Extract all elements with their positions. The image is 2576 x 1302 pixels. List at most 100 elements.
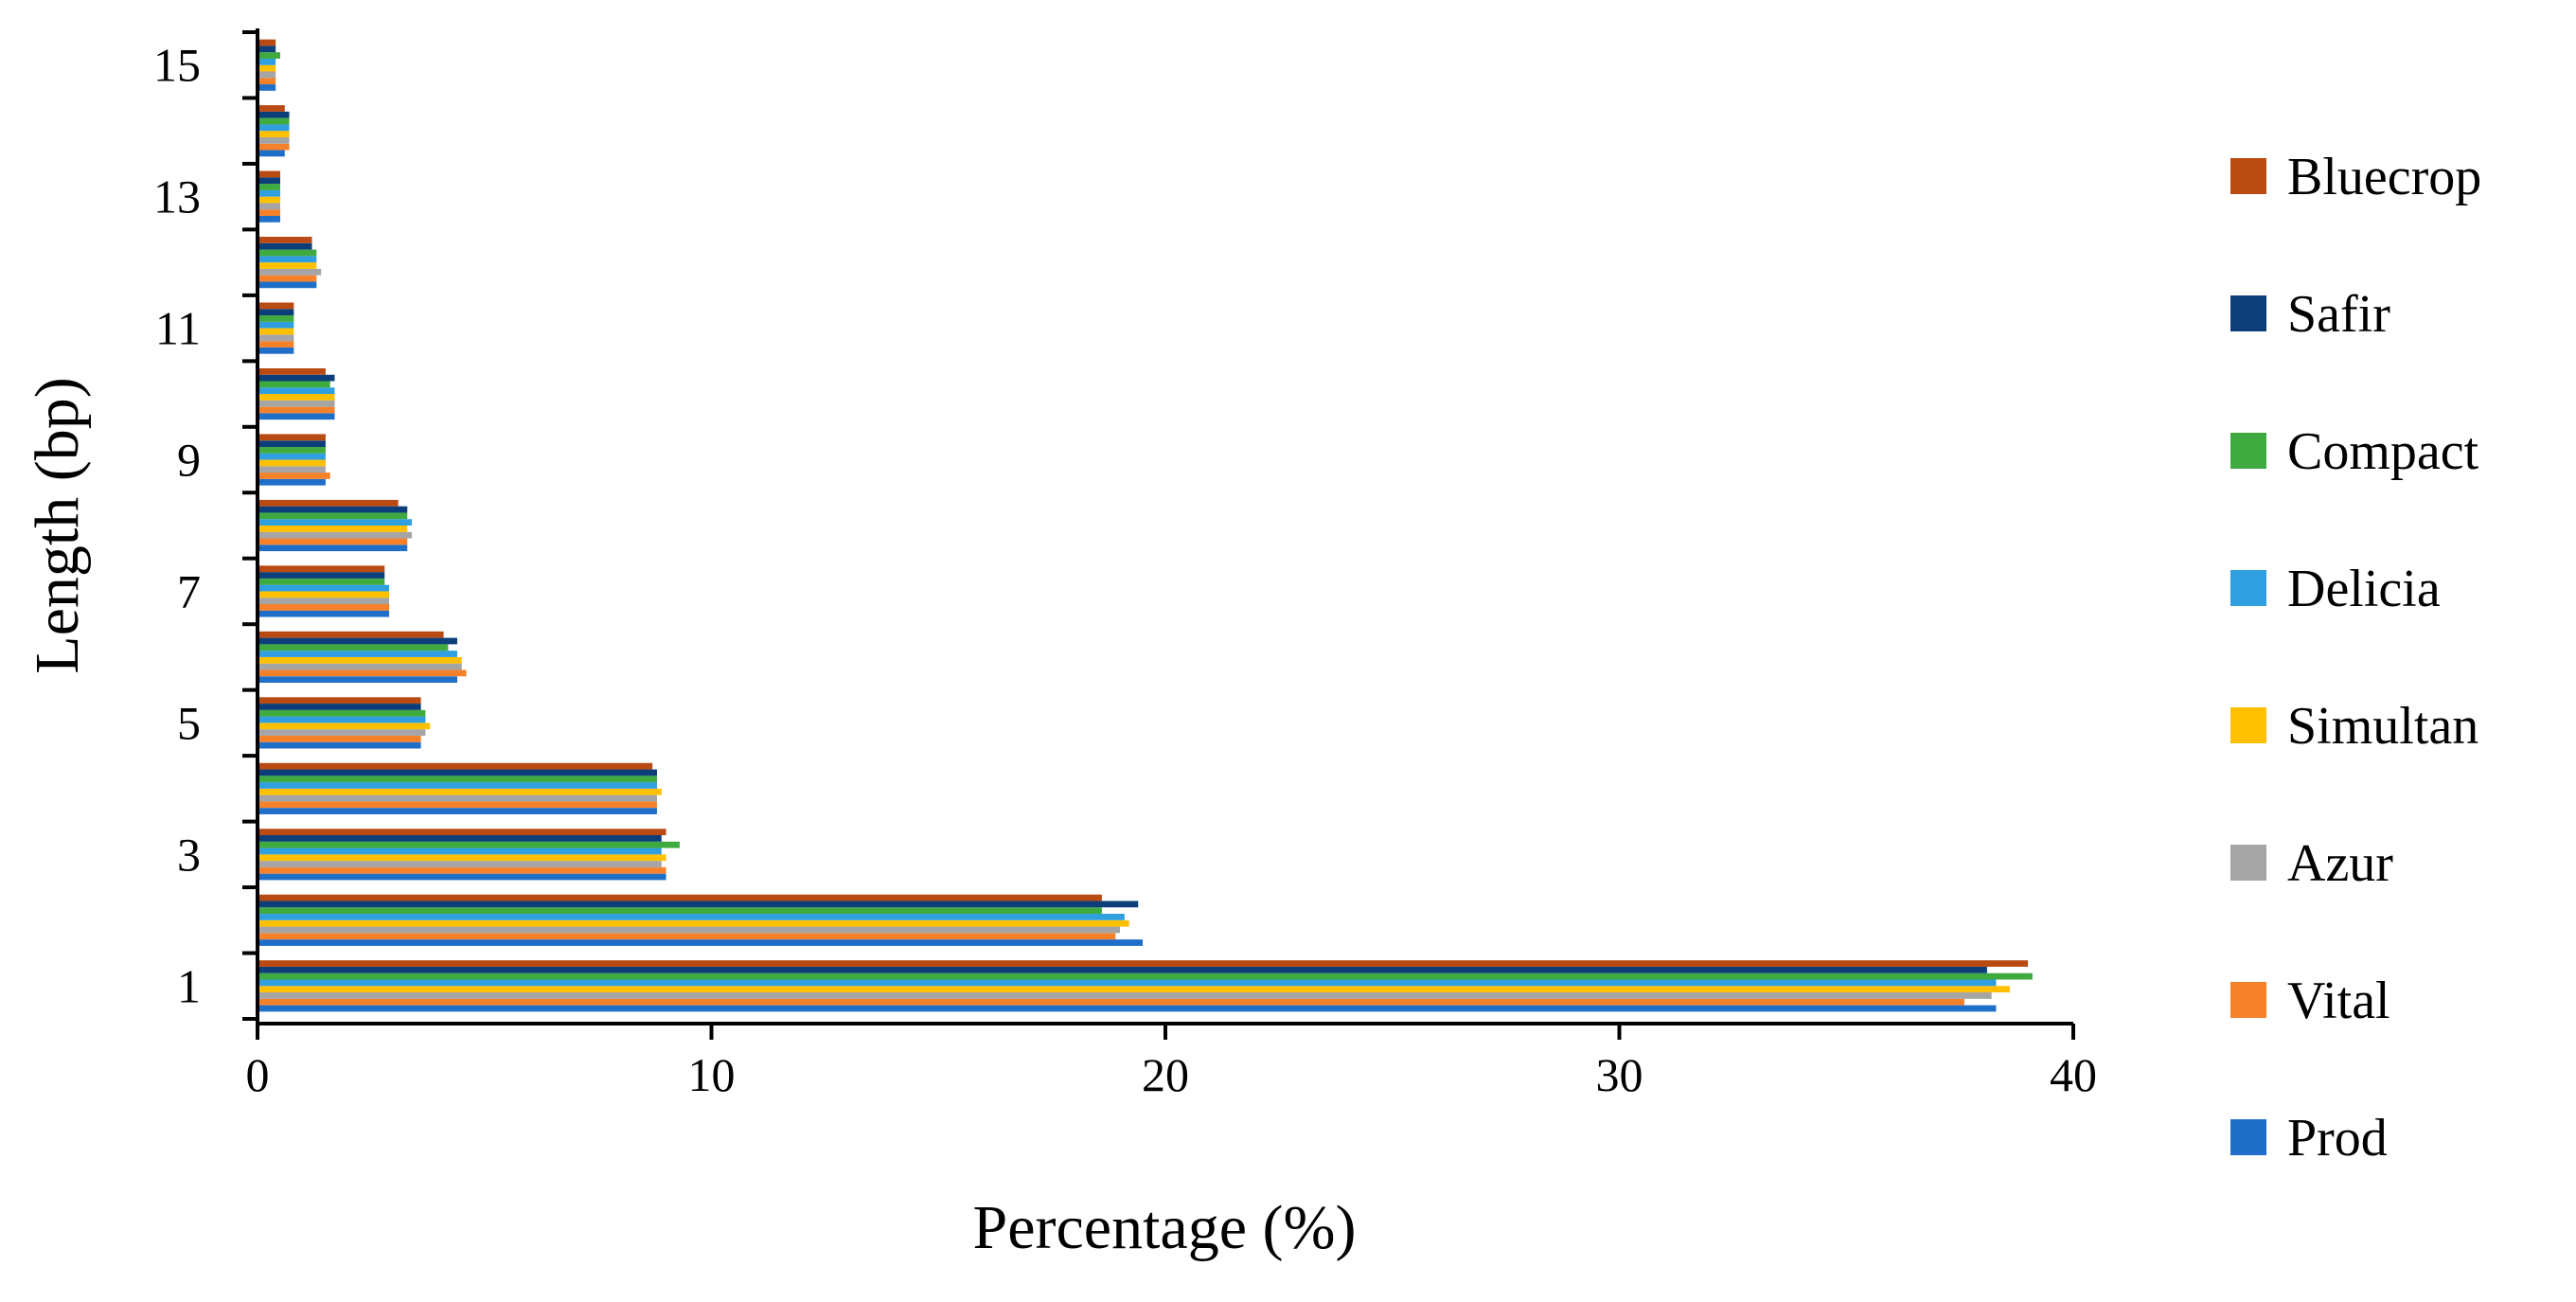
bar-delicia-len-3 bbox=[258, 847, 662, 855]
bar-vital-len-15 bbox=[258, 78, 276, 85]
bar-safir-len-9 bbox=[258, 440, 326, 447]
bar-azur-len-5 bbox=[258, 729, 426, 736]
bar-vital-len-12 bbox=[258, 275, 317, 282]
x-axis-title: Percentage (%) bbox=[973, 1193, 1357, 1262]
bar-bluecrop-len-11 bbox=[258, 302, 294, 310]
x-tick-label: 40 bbox=[2050, 1048, 2097, 1101]
bar-delicia-len-6 bbox=[258, 651, 457, 657]
bar-simultan-len-3 bbox=[258, 854, 666, 862]
bar-delicia-len-1 bbox=[258, 979, 1997, 987]
bar-vital-len-1 bbox=[258, 998, 1964, 1006]
bar-safir-len-13 bbox=[258, 177, 280, 185]
bar-bluecrop-len-12 bbox=[258, 237, 312, 243]
legend-swatch-simultan bbox=[2230, 707, 2266, 743]
bar-vital-len-10 bbox=[258, 406, 335, 414]
bar-compact-len-5 bbox=[258, 709, 426, 717]
bar-safir-len-4 bbox=[258, 769, 657, 776]
bar-delicia-len-13 bbox=[258, 189, 280, 197]
bar-compact-len-3 bbox=[258, 841, 680, 848]
bar-prod-len-11 bbox=[258, 347, 294, 354]
bar-prod-len-1 bbox=[258, 1005, 1997, 1012]
legend-swatch-prod bbox=[2230, 1119, 2266, 1155]
bar-bluecrop-len-3 bbox=[258, 829, 666, 836]
bar-safir-len-11 bbox=[258, 309, 294, 316]
y-tick-label: 13 bbox=[153, 170, 201, 223]
bar-vital-len-11 bbox=[258, 341, 294, 348]
x-tick-label: 10 bbox=[688, 1048, 736, 1101]
bar-safir-len-5 bbox=[258, 704, 421, 710]
y-tick-label: 15 bbox=[153, 39, 201, 92]
bar-compact-len-8 bbox=[258, 512, 408, 520]
bar-safir-len-15 bbox=[258, 45, 276, 53]
bar-azur-len-9 bbox=[258, 466, 326, 473]
bar-safir-len-6 bbox=[258, 637, 457, 645]
bar-azur-len-13 bbox=[258, 203, 280, 210]
x-tick-label: 30 bbox=[1596, 1048, 1643, 1101]
bar-safir-len-12 bbox=[258, 242, 312, 250]
bar-prod-len-4 bbox=[258, 808, 657, 814]
bar-safir-len-7 bbox=[258, 572, 385, 579]
bar-bluecrop-len-7 bbox=[258, 565, 385, 573]
bar-prod-len-5 bbox=[258, 741, 421, 749]
bar-prod-len-14 bbox=[258, 150, 285, 157]
bar-simultan-len-9 bbox=[258, 459, 326, 467]
bar-bluecrop-len-6 bbox=[258, 631, 444, 638]
bar-azur-len-14 bbox=[258, 136, 290, 144]
bar-bluecrop-len-10 bbox=[258, 367, 326, 375]
bar-simultan-len-6 bbox=[258, 656, 462, 664]
bar-compact-len-7 bbox=[258, 578, 385, 585]
bar-prod-len-13 bbox=[258, 215, 280, 223]
bar-prod-len-8 bbox=[258, 544, 408, 552]
bar-simultan-len-13 bbox=[258, 196, 280, 204]
bar-simultan-len-15 bbox=[258, 64, 276, 72]
legend-label-azur: Azur bbox=[2287, 834, 2393, 893]
bar-simultan-len-4 bbox=[258, 788, 662, 795]
bar-compact-len-15 bbox=[258, 52, 280, 59]
bar-bluecrop-len-9 bbox=[258, 434, 326, 441]
bar-vital-len-6 bbox=[258, 669, 467, 677]
bar-prod-len-9 bbox=[258, 478, 326, 486]
bar-bluecrop-len-8 bbox=[258, 499, 399, 507]
bar-azur-len-3 bbox=[258, 861, 662, 867]
bar-safir-len-14 bbox=[258, 111, 290, 118]
bar-bluecrop-len-14 bbox=[258, 105, 285, 112]
bar-compact-len-13 bbox=[258, 184, 280, 190]
bar-delicia-len-15 bbox=[258, 58, 276, 65]
x-tick-label: 0 bbox=[246, 1048, 270, 1101]
bar-safir-len-3 bbox=[258, 835, 662, 842]
bar-simultan-len-8 bbox=[258, 526, 408, 532]
bar-safir-len-8 bbox=[258, 506, 408, 513]
bar-azur-len-6 bbox=[258, 663, 462, 670]
bar-simultan-len-2 bbox=[258, 919, 1129, 927]
bar-prod-len-7 bbox=[258, 610, 390, 617]
y-tick-label: 3 bbox=[177, 828, 201, 881]
bar-prod-len-10 bbox=[258, 413, 335, 420]
legend-swatch-compact bbox=[2230, 433, 2266, 469]
bar-azur-len-12 bbox=[258, 268, 322, 276]
bar-azur-len-7 bbox=[258, 597, 390, 605]
legend-label-bluecrop: Bluecrop bbox=[2287, 148, 2481, 206]
bar-bluecrop-len-5 bbox=[258, 697, 421, 705]
bar-simultan-len-11 bbox=[258, 328, 294, 335]
bar-delicia-len-8 bbox=[258, 519, 413, 526]
x-ticks-group: 0 10 20 30 40 bbox=[246, 1024, 2097, 1101]
bar-compact-len-11 bbox=[258, 315, 294, 322]
bar-azur-len-10 bbox=[258, 400, 335, 407]
bar-safir-len-10 bbox=[258, 374, 335, 382]
bar-simultan-len-10 bbox=[258, 394, 335, 401]
bar-azur-len-2 bbox=[258, 926, 1121, 934]
legend-swatch-azur bbox=[2230, 845, 2266, 881]
bar-vital-len-2 bbox=[258, 933, 1116, 940]
bar-vital-len-5 bbox=[258, 735, 421, 742]
bar-azur-len-15 bbox=[258, 71, 276, 79]
bar-bluecrop-len-4 bbox=[258, 762, 653, 770]
bar-safir-len-2 bbox=[258, 901, 1139, 908]
y-tick-label: 11 bbox=[155, 302, 201, 355]
bar-simultan-len-5 bbox=[258, 722, 431, 730]
bar-azur-len-1 bbox=[258, 992, 1992, 999]
y-axis-title: Length (bp) bbox=[23, 377, 92, 673]
legend-swatch-delicia bbox=[2230, 570, 2266, 606]
legend-label-vital: Vital bbox=[2287, 972, 2390, 1030]
